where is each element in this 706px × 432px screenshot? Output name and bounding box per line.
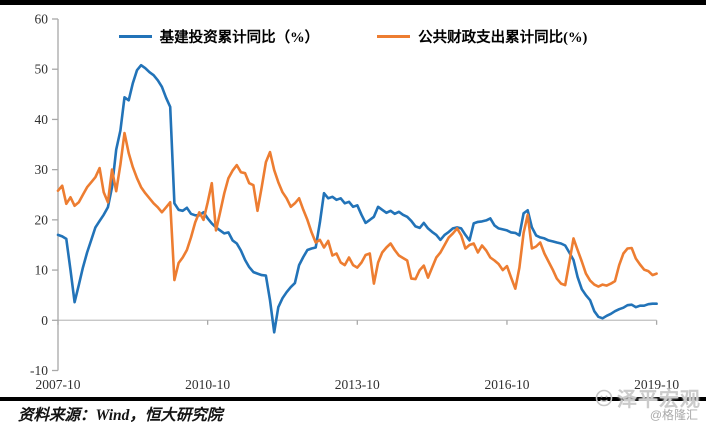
x-axis-tick-label: 2013-10 xyxy=(335,377,380,392)
legend-item-fiscal: 公共财政支出累计同比(%) xyxy=(377,26,587,47)
y-axis-tick-label: 0 xyxy=(41,313,48,328)
x-axis-tick-label: 2010-10 xyxy=(185,377,230,392)
legend-label-infrastructure: 基建投资累计同比（%） xyxy=(159,30,320,46)
fiscal-expenditure-line xyxy=(56,131,658,290)
y-axis-tick-label: 10 xyxy=(35,263,49,278)
chart-legend: 基建投资累计同比（%） 公共财政支出累计同比(%) xyxy=(0,26,706,47)
zeping-macro-watermark: 泽平宏观 xyxy=(595,383,701,412)
watermark-handle-text: @格隆汇 xyxy=(649,408,698,422)
top-border-bar xyxy=(0,0,706,5)
x-axis-tick-label: 2007-10 xyxy=(36,377,81,392)
y-axis-tick-label: 30 xyxy=(35,162,49,177)
orange-line-swatch-icon xyxy=(377,35,411,38)
y-axis-tick-label: 40 xyxy=(35,112,49,127)
zeping-logo-icon xyxy=(595,389,613,406)
blue-line-swatch-icon xyxy=(118,35,152,38)
data-source-note: 资料来源：Wind，恒大研究院 xyxy=(18,407,223,424)
y-axis-tick-label: -10 xyxy=(30,363,48,378)
y-axis-tick-label: 50 xyxy=(35,62,49,77)
x-axis-tick-label: 2019-10 xyxy=(634,377,679,392)
y-axis-tick-label: 20 xyxy=(35,212,49,227)
x-axis-tick-label: 2016-10 xyxy=(484,377,529,392)
y-axis-tick-label: 60 xyxy=(35,12,49,27)
legend-item-infrastructure: 基建投资累计同比（%） xyxy=(118,26,320,47)
infrastructure-investment-line xyxy=(56,63,658,334)
bottom-border-bar xyxy=(0,397,706,401)
watermark-brand-text: 泽平宏观 xyxy=(617,389,701,411)
legend-label-fiscal: 公共财政支出累计同比(%) xyxy=(418,30,588,46)
